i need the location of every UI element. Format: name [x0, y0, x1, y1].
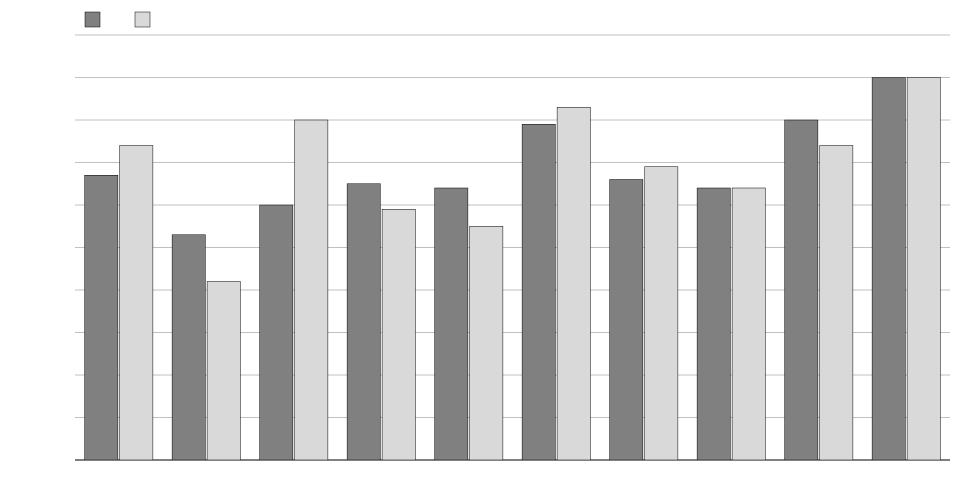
bar-series-a — [697, 188, 730, 460]
bar-series-a — [610, 180, 643, 461]
bar-series-a — [522, 124, 555, 460]
gridlines — [75, 35, 950, 460]
legend — [85, 12, 150, 27]
bar-series-b — [207, 282, 240, 461]
bar-series-b — [907, 78, 940, 461]
bar-series-b — [557, 107, 590, 460]
bar-series-a — [85, 175, 118, 460]
bar-series-b — [732, 188, 765, 460]
bar-series-b — [120, 146, 153, 461]
bar-series-b — [382, 209, 415, 460]
legend-swatch-series-a — [85, 12, 100, 27]
bar-series-a — [785, 120, 818, 460]
bar-series-b — [645, 167, 678, 460]
legend-swatch-series-b — [135, 12, 150, 27]
bar-series-b — [820, 146, 853, 461]
bar-series-b — [470, 226, 503, 460]
bar-series-a — [435, 188, 468, 460]
bars — [85, 78, 941, 461]
bar-series-a — [260, 205, 293, 460]
grouped-bar-chart — [0, 0, 960, 500]
bar-series-a — [347, 184, 380, 460]
bar-series-a — [172, 235, 205, 460]
bar-series-b — [295, 120, 328, 460]
bar-series-a — [872, 78, 905, 461]
